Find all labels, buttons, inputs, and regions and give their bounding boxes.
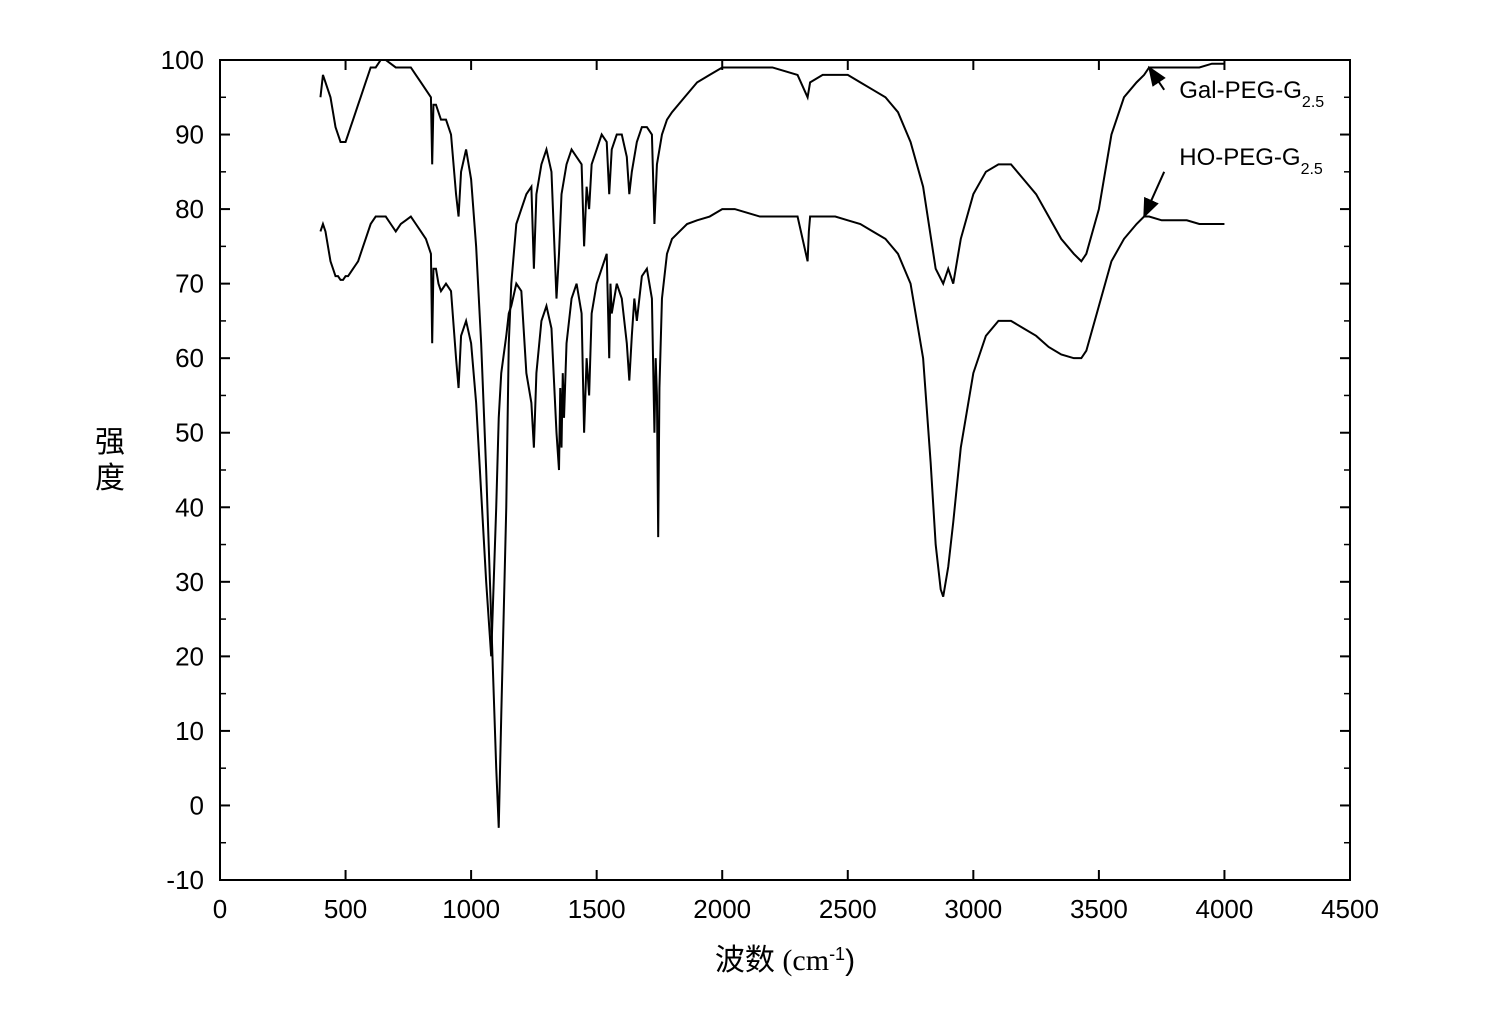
y-tick-label: 10	[175, 716, 204, 746]
x-tick-label: 1000	[442, 894, 500, 924]
x-tick-label: 2500	[819, 894, 877, 924]
series-annotation: HO-PEG-G2.5	[1179, 144, 1323, 178]
x-tick-label: 3500	[1070, 894, 1128, 924]
y-tick-label: 30	[175, 567, 204, 597]
x-tick-label: 500	[324, 894, 367, 924]
x-tick-label: 2000	[693, 894, 751, 924]
y-tick-label: 20	[175, 641, 204, 671]
plot-border	[220, 60, 1350, 880]
series-HO-PEG-G	[320, 209, 1224, 656]
y-tick-label: 40	[175, 492, 204, 522]
x-tick-label: 4000	[1196, 894, 1254, 924]
y-tick-label: 50	[175, 418, 204, 448]
y-tick-label: -10	[166, 865, 204, 895]
x-tick-label: 1500	[568, 894, 626, 924]
y-tick-label: 60	[175, 343, 204, 373]
x-tick-label: 4500	[1321, 894, 1379, 924]
series-annotation: Gal-PEG-G2.5	[1179, 77, 1324, 111]
y-tick-label: 0	[190, 790, 204, 820]
annotation-arrow	[1144, 172, 1164, 217]
y-tick-label: 70	[175, 269, 204, 299]
y-tick-label: 100	[161, 45, 204, 75]
x-axis-label: 波数 (cm-1)	[715, 944, 855, 977]
series-Gal-PEG-G	[320, 60, 1224, 828]
chart-svg: 0 500 1000 1500 2000 2500 3000 3500 4000 4500 -10 0…	[0, 0, 1508, 1034]
x-tick-label: 3000	[944, 894, 1002, 924]
y-tick-label: 80	[175, 194, 204, 224]
ir-spectrum-chart: 0 500 1000 1500 2000 2500 3000 3500 4000 4500 -10 0…	[0, 0, 1508, 1034]
y-tick-label: 90	[175, 120, 204, 150]
y-axis-label-char: 度	[95, 462, 125, 495]
x-tick-label: 0	[213, 894, 227, 924]
annotation-arrow	[1149, 67, 1164, 89]
y-axis-label-char: 强	[95, 426, 125, 459]
